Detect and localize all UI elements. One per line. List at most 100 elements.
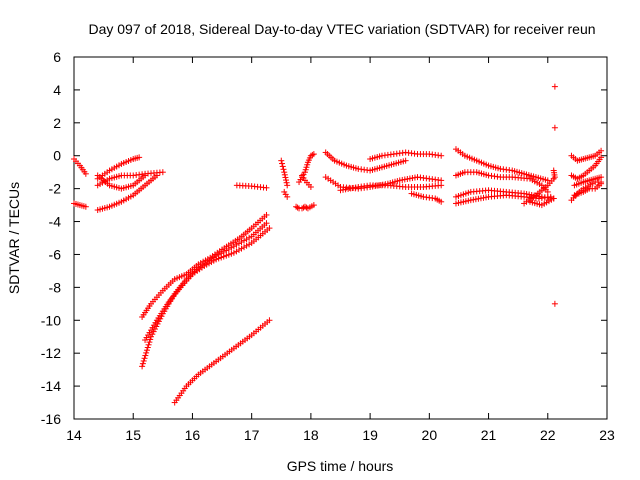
- chart-title: Day 097 of 2018, Sidereal Day-to-day VTE…: [88, 21, 595, 37]
- x-tick-label: 20: [422, 427, 438, 443]
- y-tick-label: -12: [41, 345, 61, 361]
- data-point: [551, 174, 558, 181]
- data-point: [140, 357, 147, 364]
- y-tick-label: -16: [41, 411, 61, 427]
- data-point: [438, 152, 445, 159]
- data-point: [551, 83, 558, 90]
- x-tick-label: 22: [540, 427, 556, 443]
- data-point: [598, 154, 605, 161]
- data-point: [230, 243, 237, 250]
- y-tick-label: -2: [49, 181, 62, 197]
- data-point: [153, 172, 160, 179]
- y-tick-label: -4: [49, 214, 62, 230]
- x-tick-label: 16: [185, 427, 201, 443]
- data-point: [159, 169, 166, 176]
- data-point: [246, 234, 253, 241]
- y-tick-label: 0: [53, 148, 61, 164]
- data-point: [223, 247, 230, 254]
- data-point: [143, 349, 150, 356]
- data-point: [215, 255, 222, 262]
- x-tick-label: 15: [125, 427, 141, 443]
- data-point: [225, 246, 232, 253]
- data-point: [284, 193, 291, 200]
- data-point: [235, 240, 242, 247]
- data-point: [551, 300, 558, 307]
- data-point: [438, 198, 445, 205]
- data-point: [82, 170, 89, 177]
- x-tick-label: 17: [244, 427, 260, 443]
- data-point: [283, 177, 290, 184]
- data-point: [243, 242, 250, 249]
- data-point: [281, 169, 288, 176]
- data-point: [223, 252, 230, 259]
- data-point: [241, 244, 248, 251]
- data-point: [544, 188, 551, 195]
- data-point: [146, 339, 153, 346]
- data-point: [136, 154, 143, 161]
- data-point: [307, 183, 314, 190]
- data-point: [145, 341, 152, 348]
- y-tick-label: -14: [41, 378, 61, 394]
- data-point: [402, 157, 409, 164]
- data-point: [266, 317, 273, 324]
- data-point: [278, 157, 285, 164]
- y-tick-label: -10: [41, 312, 61, 328]
- data-point: [228, 244, 235, 251]
- data-point: [235, 246, 242, 253]
- data-point: [143, 347, 150, 354]
- y-tick-label: 2: [53, 115, 61, 131]
- data-point: [310, 202, 317, 209]
- y-axis-label: SDTVAR / TECUs: [6, 182, 22, 294]
- data-point: [550, 195, 557, 202]
- data-point: [438, 182, 445, 189]
- data-point: [82, 203, 89, 210]
- data-point: [139, 363, 146, 370]
- data-point: [279, 163, 286, 170]
- data-point: [150, 328, 157, 335]
- data-point: [233, 241, 240, 248]
- data-point: [213, 256, 220, 263]
- data-point: [238, 238, 245, 245]
- data-points: [71, 83, 605, 406]
- data-point: [233, 248, 240, 255]
- data-point: [598, 147, 605, 154]
- axis-tick-labels: 14 15 16 17 18 19 20 21 22 23-16-14-12-10-8-6-4-2…: [41, 49, 615, 443]
- x-axis-label: GPS time / hours: [287, 458, 394, 474]
- y-tick-label: 4: [53, 82, 61, 98]
- data-point: [263, 184, 270, 191]
- data-point: [598, 179, 605, 186]
- data-point: [279, 160, 286, 167]
- data-point: [220, 253, 227, 260]
- data-point: [218, 254, 225, 261]
- data-point: [263, 211, 270, 218]
- data-point: [139, 360, 146, 367]
- data-point: [144, 344, 151, 351]
- data-point: [281, 171, 288, 178]
- y-tick-label: -6: [49, 246, 62, 262]
- data-point: [280, 166, 287, 173]
- data-point: [309, 151, 316, 158]
- data-point: [141, 355, 148, 362]
- data-point: [238, 245, 245, 252]
- data-point: [147, 336, 154, 343]
- x-tick-label: 19: [362, 427, 378, 443]
- data-point: [266, 225, 273, 232]
- x-tick-label: 23: [599, 427, 615, 443]
- data-point: [230, 249, 237, 256]
- y-tick-label: -8: [49, 279, 62, 295]
- data-point: [263, 220, 270, 227]
- data-point: [310, 151, 317, 158]
- data-point: [282, 174, 289, 181]
- data-point: [284, 182, 291, 189]
- axis-ticks: [73, 56, 608, 420]
- data-point: [283, 179, 290, 186]
- data-point: [241, 237, 248, 244]
- data-point: [294, 204, 301, 211]
- data-point: [246, 241, 253, 248]
- x-tick-label: 14: [66, 427, 82, 443]
- data-point: [225, 251, 232, 258]
- data-point: [243, 236, 250, 243]
- x-tick-label: 18: [303, 427, 319, 443]
- plot-frame: [73, 56, 608, 420]
